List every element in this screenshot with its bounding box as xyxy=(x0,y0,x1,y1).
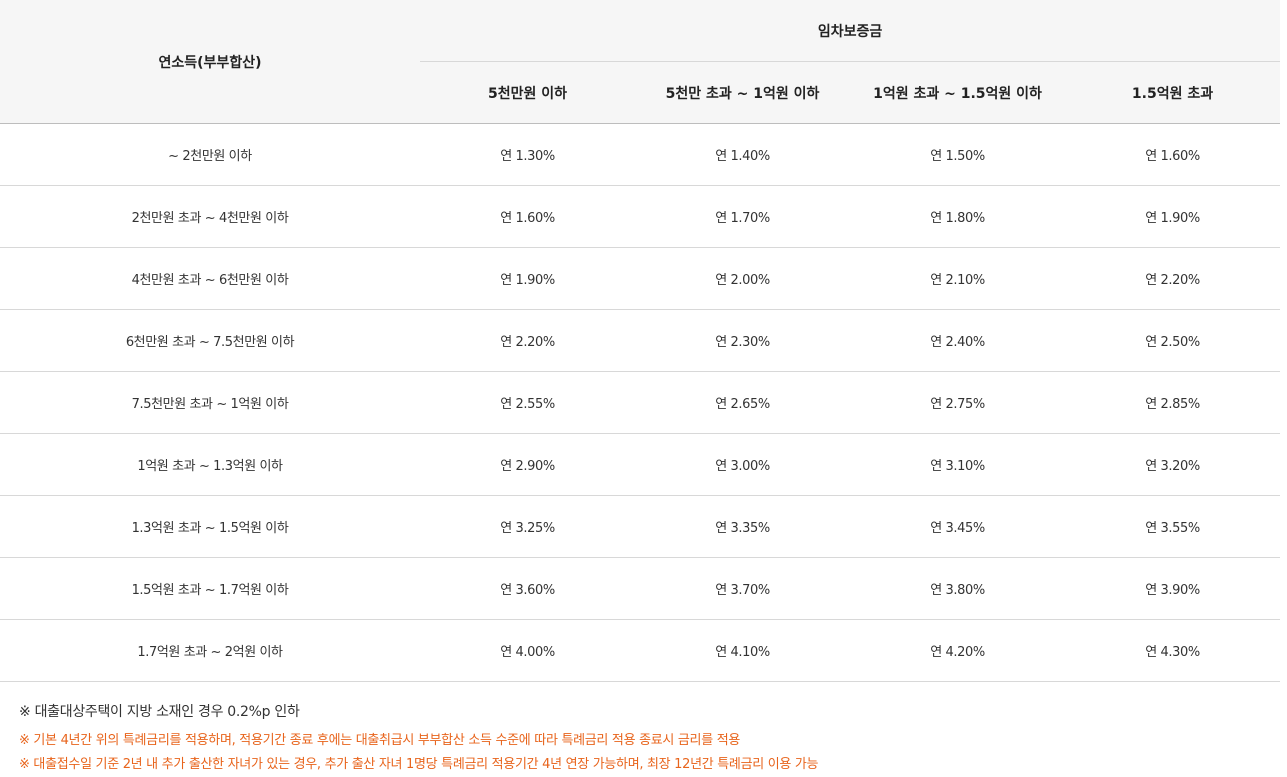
income-range-cell: 4천만원 초과 ~ 6천만원 이하 xyxy=(0,247,420,310)
income-range-cell: 1.3억원 초과 ~ 1.5억원 이하 xyxy=(0,495,420,558)
table-header: 연소득(부부합산) 임차보증금 5천만원 이하 5천만 초과 ~ 1억원 이하 … xyxy=(0,0,1281,124)
childbirth-extension-note: ※ 대출접수일 기준 2년 내 추가 출산한 자녀가 있는 경우, 추가 출산 … xyxy=(19,757,819,772)
rate-cell: 연 1.30% xyxy=(420,123,635,186)
income-range-cell: ~ 2천만원 이하 xyxy=(0,123,420,186)
rate-cell: 연 3.20% xyxy=(1065,433,1281,496)
rate-cell: 연 2.40% xyxy=(850,309,1065,372)
table-row: 7.5천만원 초과 ~ 1억원 이하 연 2.55% 연 2.65% 연 2.7… xyxy=(0,371,1281,434)
rate-cell: 연 1.70% xyxy=(635,185,850,248)
rate-cell: 연 3.25% xyxy=(420,495,635,558)
table-body: ~ 2천만원 이하 연 1.30% 연 1.40% 연 1.50% 연 1.60… xyxy=(0,123,1281,682)
rate-cell: 연 2.50% xyxy=(1065,309,1281,372)
rate-cell: 연 3.35% xyxy=(635,495,850,558)
income-range-cell: 7.5천만원 초과 ~ 1억원 이하 xyxy=(0,371,420,434)
table-row: 1.7억원 초과 ~ 2억원 이하 연 4.00% 연 4.10% 연 4.20… xyxy=(0,619,1281,682)
rate-cell: 연 1.90% xyxy=(420,247,635,310)
rate-cell: 연 1.90% xyxy=(1065,185,1281,248)
deposit-column-header: 5천만 초과 ~ 1억원 이하 xyxy=(635,61,850,124)
interest-rate-table: 연소득(부부합산) 임차보증금 5천만원 이하 5천만 초과 ~ 1억원 이하 … xyxy=(0,0,1281,682)
table-row: 1.3억원 초과 ~ 1.5억원 이하 연 3.25% 연 3.35% 연 3.… xyxy=(0,495,1281,558)
table-row: ~ 2천만원 이하 연 1.30% 연 1.40% 연 1.50% 연 1.60… xyxy=(0,123,1281,186)
rate-cell: 연 2.10% xyxy=(850,247,1065,310)
special-rate-period-note: ※ 기본 4년간 위의 특례금리를 적용하며, 적용기간 종료 후에는 대출취급… xyxy=(19,733,741,748)
rate-cell: 연 2.30% xyxy=(635,309,850,372)
rate-cell: 연 3.70% xyxy=(635,557,850,620)
rate-cell: 연 1.80% xyxy=(850,185,1065,248)
rate-cell: 연 4.00% xyxy=(420,619,635,682)
rate-cell: 연 3.60% xyxy=(420,557,635,620)
rate-cell: 연 1.60% xyxy=(420,185,635,248)
deposit-column-header: 5천만원 이하 xyxy=(420,61,635,124)
table-row: 6천만원 초과 ~ 7.5천만원 이하 연 2.20% 연 2.30% 연 2.… xyxy=(0,309,1281,372)
income-range-cell: 2천만원 초과 ~ 4천만원 이하 xyxy=(0,185,420,248)
rate-cell: 연 3.10% xyxy=(850,433,1065,496)
rate-cell: 연 1.40% xyxy=(635,123,850,186)
notes-section: ※ 대출대상주택이 지방 소재인 경우 0.2%p 인하 ※ 기본 4년간 위의… xyxy=(19,699,1279,777)
deposit-column-header: 1억원 초과 ~ 1.5억원 이하 xyxy=(850,61,1065,124)
rate-cell: 연 3.45% xyxy=(850,495,1065,558)
rate-cell: 연 4.30% xyxy=(1065,619,1281,682)
rate-cell: 연 2.20% xyxy=(420,309,635,372)
rate-cell: 연 1.60% xyxy=(1065,123,1281,186)
table-row: 1억원 초과 ~ 1.3억원 이하 연 2.90% 연 3.00% 연 3.10… xyxy=(0,433,1281,496)
income-range-cell: 1억원 초과 ~ 1.3억원 이하 xyxy=(0,433,420,496)
income-range-cell: 1.5억원 초과 ~ 1.7억원 이하 xyxy=(0,557,420,620)
table-row: 2천만원 초과 ~ 4천만원 이하 연 1.60% 연 1.70% 연 1.80… xyxy=(0,185,1281,248)
rate-cell: 연 3.90% xyxy=(1065,557,1281,620)
income-column-header: 연소득(부부합산) xyxy=(0,0,420,124)
deposit-column-header: 1.5억원 초과 xyxy=(1065,61,1281,124)
rate-cell: 연 3.80% xyxy=(850,557,1065,620)
deposit-group-header: 임차보증금 xyxy=(420,0,1281,62)
rate-cell: 연 2.90% xyxy=(420,433,635,496)
rate-cell: 연 3.55% xyxy=(1065,495,1281,558)
rate-cell: 연 2.55% xyxy=(420,371,635,434)
rate-cell: 연 2.75% xyxy=(850,371,1065,434)
rate-cell: 연 4.10% xyxy=(635,619,850,682)
income-range-cell: 6천만원 초과 ~ 7.5천만원 이하 xyxy=(0,309,420,372)
income-range-cell: 1.7억원 초과 ~ 2억원 이하 xyxy=(0,619,420,682)
rate-cell: 연 2.20% xyxy=(1065,247,1281,310)
rate-cell: 연 2.85% xyxy=(1065,371,1281,434)
rate-cell: 연 2.65% xyxy=(635,371,850,434)
rate-cell: 연 4.20% xyxy=(850,619,1065,682)
rate-cell: 연 1.50% xyxy=(850,123,1065,186)
rate-cell: 연 2.00% xyxy=(635,247,850,310)
table-row: 4천만원 초과 ~ 6천만원 이하 연 1.90% 연 2.00% 연 2.10… xyxy=(0,247,1281,310)
regional-discount-note: ※ 대출대상주택이 지방 소재인 경우 0.2%p 인하 xyxy=(19,704,300,720)
rate-cell: 연 3.00% xyxy=(635,433,850,496)
table-row: 1.5억원 초과 ~ 1.7억원 이하 연 3.60% 연 3.70% 연 3.… xyxy=(0,557,1281,620)
